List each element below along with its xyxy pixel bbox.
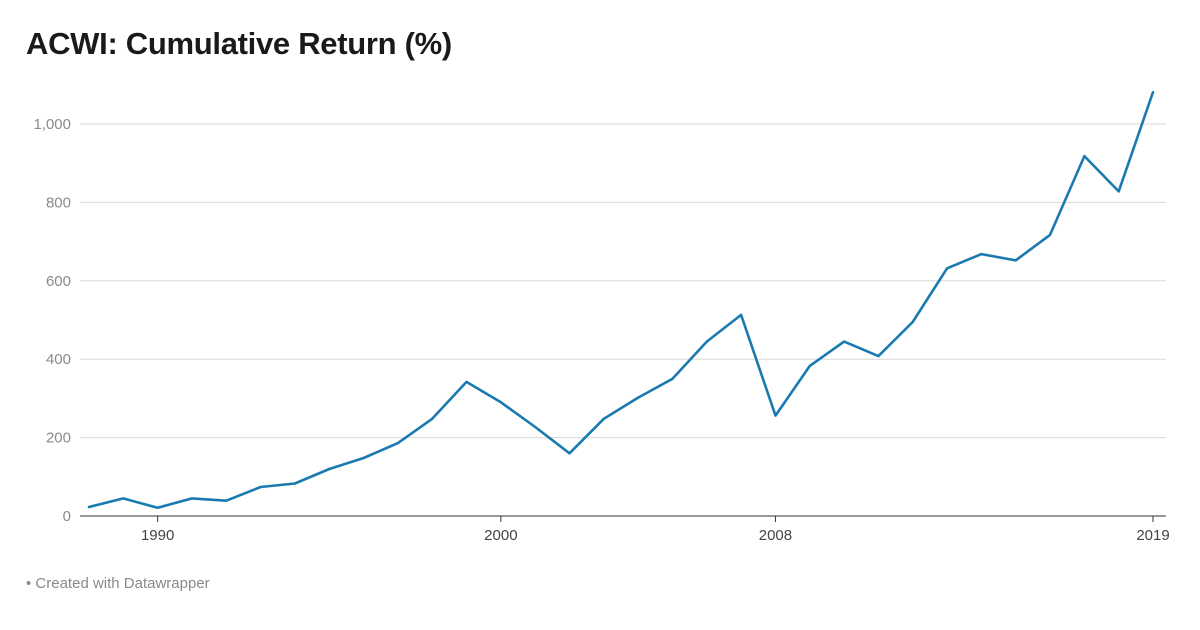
data-point — [1049, 234, 1051, 236]
data-point — [637, 396, 639, 398]
y-tick-label: 200 — [46, 430, 71, 447]
series-line — [87, 90, 1155, 510]
footer-credit: • Created with Datawrapper — [26, 575, 210, 592]
data-point — [1083, 155, 1085, 157]
data-point — [1152, 91, 1154, 93]
data-point — [362, 457, 364, 459]
data-point — [328, 468, 330, 470]
data-point — [431, 418, 433, 420]
data-point — [946, 267, 948, 269]
x-axis-ticks: 1990 2000 2008 2019 — [141, 516, 1170, 544]
data-point — [294, 482, 296, 484]
data-point — [568, 452, 570, 454]
data-point — [88, 506, 90, 508]
chart-title: ACWI: Cumulative Return (%) — [26, 26, 452, 61]
gridlines — [80, 123, 1166, 517]
x-tick-label: 2019 — [1136, 527, 1169, 544]
data-point — [877, 355, 879, 357]
data-point — [740, 314, 742, 316]
y-axis-ticks: 0 200 400 600 800 1,000 — [33, 116, 71, 525]
data-point — [1118, 190, 1120, 192]
data-point — [706, 340, 708, 342]
data-point — [122, 497, 124, 499]
y-tick-label: 600 — [46, 273, 71, 290]
data-point — [980, 253, 982, 255]
data-point — [156, 507, 158, 509]
y-tick-label: 1,000 — [33, 116, 71, 133]
point-layer — [88, 91, 1154, 509]
data-point — [500, 401, 502, 403]
data-point — [843, 340, 845, 342]
y-tick-label: 400 — [46, 351, 71, 368]
x-tick-label: 1990 — [141, 527, 174, 544]
series-layer — [87, 90, 1155, 510]
data-point — [1015, 259, 1017, 261]
data-point — [259, 486, 261, 488]
data-point — [809, 365, 811, 367]
y-tick-label: 800 — [46, 194, 71, 211]
data-point — [534, 426, 536, 428]
x-tick-label: 2008 — [759, 527, 792, 544]
data-point — [603, 418, 605, 420]
data-point — [774, 414, 776, 416]
data-point — [465, 381, 467, 383]
data-point — [225, 500, 227, 502]
data-point — [671, 378, 673, 380]
data-point — [191, 497, 193, 499]
y-tick-label: 0 — [63, 508, 71, 525]
data-point — [397, 442, 399, 444]
data-point — [912, 321, 914, 323]
x-tick-label: 2000 — [484, 527, 517, 544]
